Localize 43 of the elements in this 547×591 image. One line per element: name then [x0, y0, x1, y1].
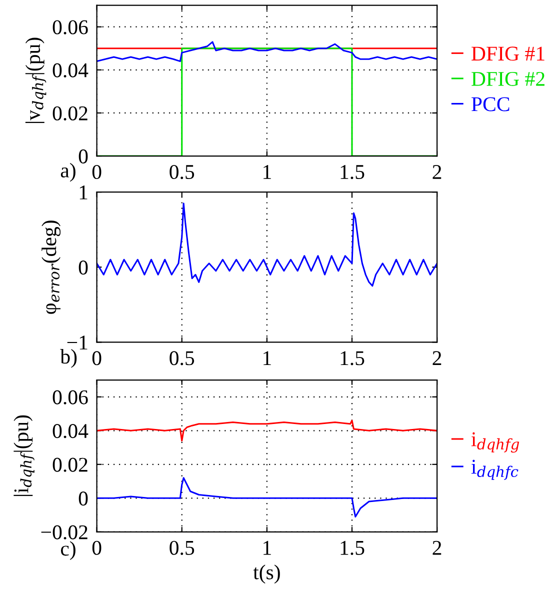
legend-label: i$_{dqhfg}$ [471, 432, 520, 453]
legend-label: PCC [472, 97, 510, 112]
y-axis-title: |v$_{dqhf}$|(pu) [25, 38, 46, 123]
x-tick-label: 1.5 [340, 351, 364, 366]
x-tick-label: 1.5 [340, 540, 364, 555]
line-series [96, 477, 438, 518]
x-tick-label: 2 [432, 165, 442, 179]
y-tick-label: −0.02 [41, 525, 88, 540]
y-tick-label: 0 [78, 260, 88, 275]
text: a) [60, 162, 76, 182]
y-tick-label: 0.02 [52, 458, 88, 472]
y-tick-label: 0.06 [52, 20, 88, 34]
legend-label: DFIG #2 [472, 72, 544, 86]
x-tick-label: 2 [432, 351, 442, 365]
x-tick-label: 1.5 [340, 165, 364, 180]
legend-label: i$_{dqhfc}$ [471, 460, 518, 480]
y-tick-label: −1 [67, 336, 88, 350]
y-tick-label: 0 [78, 492, 88, 506]
x-tick-label: 2 [432, 540, 442, 555]
x-tick-label: 0 [92, 164, 102, 180]
x-tick-label: 0.5 [170, 540, 194, 555]
y-tick-label: 0.02 [52, 106, 88, 120]
y-tick-label: 1 [80, 186, 88, 200]
x-tick-label: 1 [264, 165, 271, 179]
x-tick-label: 1 [264, 351, 271, 365]
x-tick-label: 0.5 [170, 164, 194, 180]
x-tick-label: 0.5 [170, 351, 194, 366]
x-tick-label: 0 [92, 351, 102, 366]
text: c) [60, 541, 76, 560]
y-tick-label: 0.06 [52, 390, 88, 404]
y-axis-title: φ$_{error}$(deg) [42, 220, 61, 314]
line-series [96, 420, 438, 442]
y-tick-label: 0.04 [52, 63, 88, 78]
x-tick-label: 1 [264, 540, 271, 555]
y-tick-label: 0.04 [52, 424, 88, 438]
text: b) [60, 349, 77, 368]
line-series [96, 202, 438, 287]
x-tick-label: 0 [92, 540, 102, 555]
legend-label: DFIG #1 [472, 46, 544, 61]
x-axis-title: t(s) [253, 564, 280, 584]
y-tick-label: 0 [78, 149, 88, 164]
y-axis-title: |i$_{dqhf}$|(pu) [14, 415, 34, 496]
line-series [96, 41, 438, 62]
